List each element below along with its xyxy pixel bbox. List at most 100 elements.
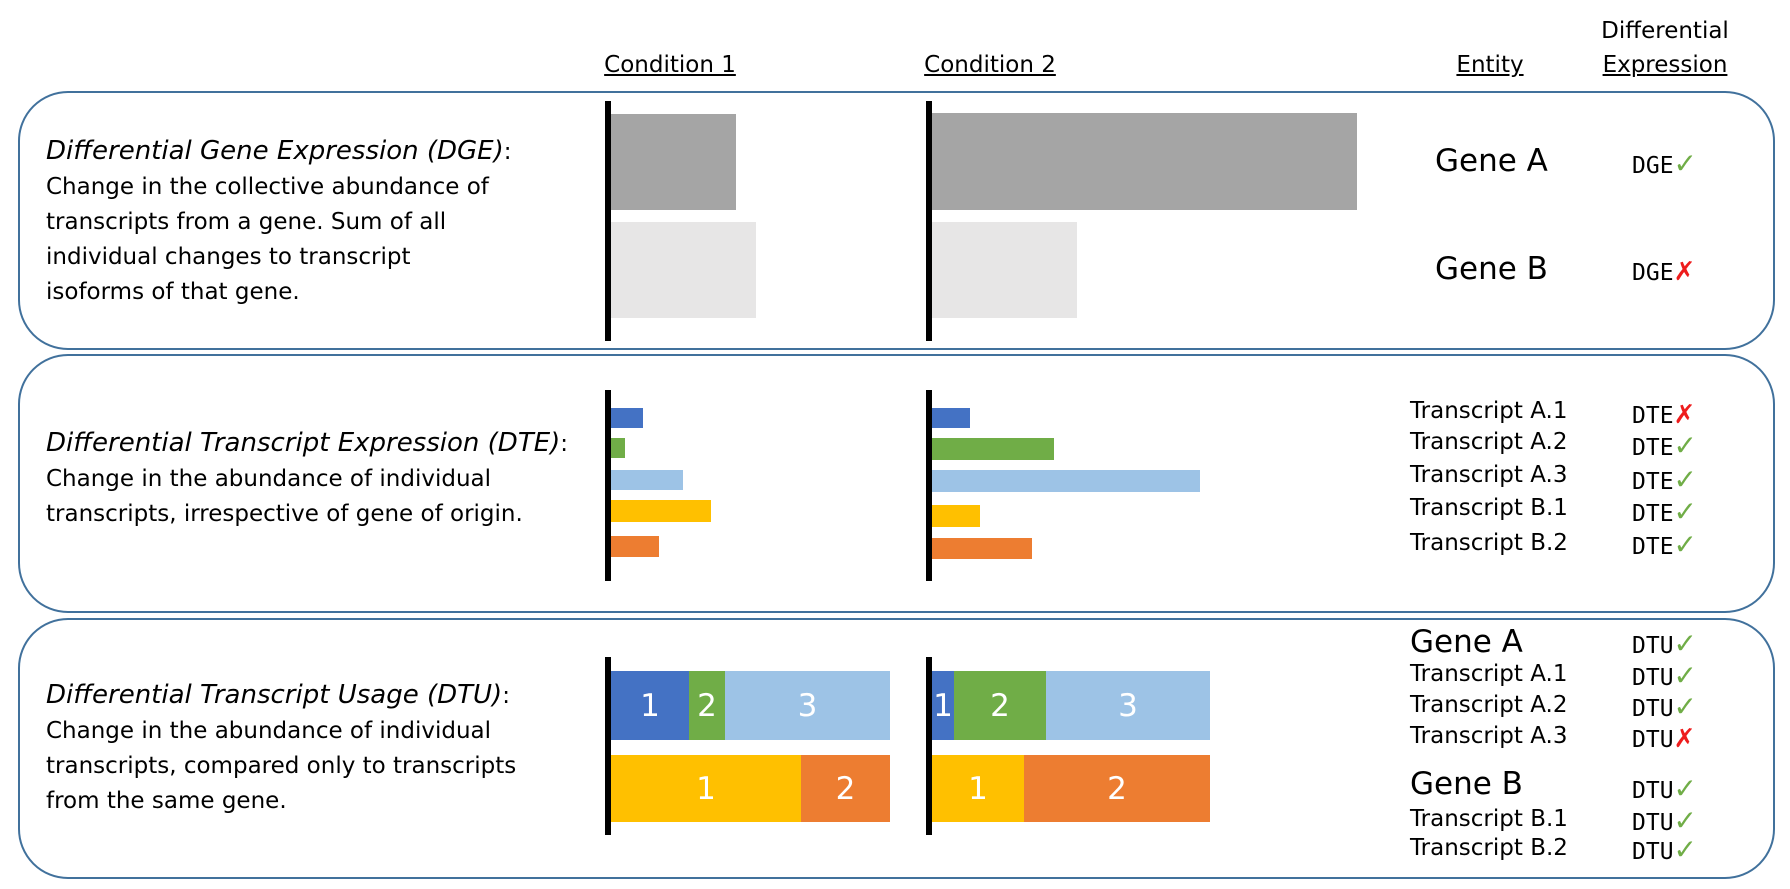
- dtu-segment-2: 2: [801, 755, 890, 822]
- dte-title: Differential Transcript Expression (DTE): [46, 428, 561, 458]
- dtu-segment-1: 1: [932, 755, 1024, 822]
- dge-condition-2-axis: [926, 101, 932, 341]
- entity-label: Gene B: [1435, 251, 1548, 287]
- dte-transcript-a2-condition-1-bar: [611, 438, 625, 458]
- dte-transcript-b2-condition-2-bar: [932, 538, 1032, 559]
- check-icon: ✓: [1673, 659, 1698, 692]
- result-code: DTU: [1632, 665, 1674, 691]
- dtu-condition-1-axis: [605, 657, 611, 835]
- result-cell: DTU✓: [1632, 804, 1697, 837]
- dge-line: individual changes to transcript: [46, 244, 411, 270]
- entity-label: Transcript A.1: [1410, 398, 1568, 424]
- result-cell: DTE✓: [1632, 528, 1697, 561]
- dte-condition-1-axis: [605, 390, 611, 581]
- dge-line: isoforms of that gene.: [46, 279, 300, 305]
- check-icon: ✓: [1673, 528, 1698, 561]
- dte-transcript-a1-condition-2-bar: [932, 408, 970, 428]
- result-code: DTE: [1632, 534, 1674, 560]
- dtu-segment-1: 1: [611, 755, 801, 822]
- result-code: DTE: [1632, 403, 1674, 429]
- dge-title: Differential Gene Expression (DGE): [46, 136, 504, 166]
- dte-title-colon: :: [560, 431, 569, 457]
- dtu-segment-1: 1: [932, 671, 954, 740]
- entity-label: Transcript A.2: [1410, 692, 1568, 718]
- entity-label: Gene B: [1410, 766, 1523, 802]
- condition-1-header: Condition 1: [604, 52, 736, 78]
- dge-line: Change in the collective abundance of: [46, 174, 489, 200]
- dtu-line: from the same gene.: [46, 788, 287, 814]
- result-code: DTU: [1632, 727, 1674, 753]
- dte-panel: [18, 354, 1775, 613]
- differential-expression-header: Differential Expression: [1585, 14, 1745, 82]
- dge-panel: [18, 91, 1775, 350]
- result-cell: DGE✗: [1632, 257, 1695, 287]
- dge-condition-1-axis: [605, 101, 611, 341]
- result-code: DTU: [1632, 839, 1674, 865]
- result-code: DTU: [1632, 696, 1674, 722]
- dtu-segment-2: 2: [1024, 755, 1210, 822]
- entity-label: Transcript B.1: [1410, 495, 1568, 521]
- dtu-panel: [18, 618, 1775, 879]
- dte-transcript-a2-condition-2-bar: [932, 438, 1054, 460]
- cross-icon: ✗: [1673, 257, 1696, 287]
- de-header-line2: Expression: [1602, 52, 1728, 78]
- result-cell: DTE✓: [1632, 495, 1697, 528]
- check-icon: ✓: [1673, 690, 1698, 723]
- entity-label: Transcript B.2: [1410, 835, 1568, 861]
- result-code: DTU: [1632, 778, 1674, 804]
- dtu-segment-2: 2: [954, 671, 1046, 740]
- dtu-segment-2: 2: [689, 671, 725, 740]
- result-cell: DTU✓: [1632, 690, 1697, 723]
- dge-line: transcripts from a gene. Sum of all: [46, 209, 447, 235]
- dte-line: transcripts, irrespective of gene of ori…: [46, 501, 523, 527]
- entity-label: Transcript A.3: [1410, 462, 1568, 488]
- dtu-title-colon: :: [502, 683, 510, 709]
- result-cell: DTE✓: [1632, 429, 1697, 462]
- result-cell: DTU✗: [1632, 724, 1695, 754]
- cross-icon: ✗: [1673, 400, 1696, 430]
- dge-gene-b-condition-1-bar: [611, 222, 756, 318]
- check-icon: ✓: [1673, 804, 1698, 837]
- dte-transcript-b1-condition-1-bar: [611, 500, 711, 522]
- result-cell: DTE✗: [1632, 400, 1695, 430]
- de-header-line1: Differential: [1601, 18, 1729, 44]
- check-icon: ✓: [1673, 627, 1698, 660]
- entity-header: Entity: [1456, 52, 1524, 78]
- dge-gene-a-condition-1-bar: [611, 114, 736, 210]
- dtu-segment-3: 3: [725, 671, 890, 740]
- result-cell: DTU✓: [1632, 627, 1697, 660]
- dte-transcript-a3-condition-1-bar: [611, 470, 683, 490]
- check-icon: ✓: [1673, 147, 1698, 180]
- entity-label: Transcript B.1: [1410, 806, 1568, 832]
- entity-label: Transcript B.2: [1410, 530, 1568, 556]
- entity-label: Gene A: [1435, 143, 1548, 179]
- dte-transcript-b1-condition-2-bar: [932, 505, 980, 527]
- condition-2-header: Condition 2: [924, 52, 1056, 78]
- entity-label: Transcript A.3: [1410, 723, 1568, 749]
- dge-gene-a-condition-2-bar: [932, 113, 1357, 210]
- result-cell: DTU✓: [1632, 772, 1697, 805]
- dte-condition-2-axis: [926, 390, 932, 581]
- result-code: DTE: [1632, 501, 1674, 527]
- result-code: DTU: [1632, 810, 1674, 836]
- check-icon: ✓: [1673, 429, 1698, 462]
- dte-transcript-b2-condition-1-bar: [611, 536, 659, 557]
- result-code: DGE: [1632, 153, 1674, 179]
- result-code: DGE: [1632, 260, 1674, 286]
- dtu-line: transcripts, compared only to transcript…: [46, 753, 517, 779]
- dte-transcript-a3-condition-2-bar: [932, 470, 1200, 492]
- cross-icon: ✗: [1673, 724, 1696, 754]
- dte-description: Differential Transcript Expression (DTE)…: [46, 426, 606, 532]
- check-icon: ✓: [1673, 495, 1698, 528]
- check-icon: ✓: [1673, 463, 1698, 496]
- entity-label: Transcript A.1: [1410, 661, 1568, 687]
- dge-gene-b-condition-2-bar: [932, 222, 1077, 318]
- dge-title-colon: :: [503, 139, 512, 165]
- dtu-segment-1: 1: [611, 671, 689, 740]
- result-code: DTU: [1632, 633, 1674, 659]
- dte-transcript-a1-condition-1-bar: [611, 408, 643, 428]
- dge-description: Differential Gene Expression (DGE): Chan…: [46, 134, 606, 310]
- dtu-line: Change in the abundance of individual: [46, 718, 492, 744]
- dtu-condition-2-axis: [926, 657, 932, 835]
- result-cell: DGE✓: [1632, 147, 1697, 180]
